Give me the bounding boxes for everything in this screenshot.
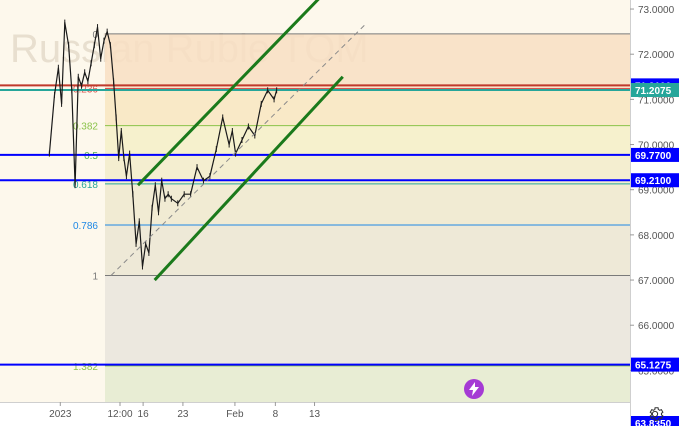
x-tick-label: 8 (273, 409, 279, 420)
y-tick-label: 72.0000 (638, 50, 675, 61)
x-tick-label: Feb (226, 409, 244, 420)
settings-gear-icon[interactable] (645, 404, 665, 424)
fib-label: 0.786 (73, 221, 98, 232)
price-level-badge (631, 82, 679, 97)
price-level-label: 69.2100 (635, 176, 672, 187)
y-tick-label: 70.0000 (638, 141, 675, 152)
y-tick-label: 69.0000 (638, 186, 675, 197)
price-axis-background (630, 0, 680, 426)
price-level-badge (631, 357, 679, 372)
fib-zone (105, 275, 630, 366)
price-level-label: 63.8350 (635, 419, 672, 426)
y-tick-label: 68.0000 (638, 231, 675, 242)
fib-label: 0.382 (73, 122, 98, 133)
fib-zone (105, 224, 630, 276)
price-level-label: 69.7700 (635, 151, 672, 162)
fib-label: 1.382 (73, 362, 98, 373)
channel-midline (110, 22, 368, 276)
y-tick-label: 71.0000 (638, 95, 675, 106)
fib-zone (105, 88, 630, 126)
price-level-label: 71.2075 (635, 86, 672, 97)
x-tick-label: 23 (177, 409, 189, 420)
fib-label: 0.618 (73, 180, 98, 191)
channel-lower-line (153, 75, 344, 282)
x-tick-label: 2023 (49, 409, 72, 420)
alert-lightning-icon[interactable] (464, 379, 484, 399)
price-level-badge (631, 147, 679, 162)
y-tick-label: 67.0000 (638, 276, 675, 287)
fib-zone (105, 183, 630, 225)
fib-zone (105, 33, 630, 89)
x-tick-label: 13 (309, 409, 321, 420)
y-tick-label: 66.0000 (638, 321, 675, 332)
channel-upper-line (136, 0, 320, 187)
price-level-label: 65.1275 (635, 361, 672, 372)
y-tick-label: 73.0000 (638, 5, 675, 16)
fib-label: 1 (92, 272, 98, 283)
x-tick-label: 12:00 (107, 409, 132, 420)
y-tick-label: 65.0000 (638, 366, 675, 377)
fib-zone (105, 125, 630, 155)
x-tick-label: 16 (138, 409, 150, 420)
price-level-badge (631, 173, 679, 188)
fib-label: 0.5 (84, 151, 98, 162)
fib-zone (105, 154, 630, 184)
